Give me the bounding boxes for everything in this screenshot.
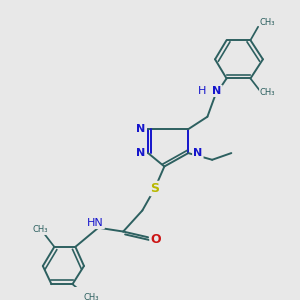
Text: CH₃: CH₃ <box>84 293 99 300</box>
Text: N: N <box>193 148 203 158</box>
Text: CH₃: CH₃ <box>260 88 275 97</box>
Text: S: S <box>150 182 159 195</box>
Text: CH₃: CH₃ <box>32 225 48 234</box>
Text: CH₃: CH₃ <box>260 19 275 28</box>
Text: H: H <box>197 86 206 96</box>
Text: N: N <box>136 148 145 158</box>
Text: N: N <box>136 124 145 134</box>
Text: O: O <box>150 233 161 246</box>
Text: N: N <box>212 86 222 96</box>
Text: HN: HN <box>87 218 104 228</box>
